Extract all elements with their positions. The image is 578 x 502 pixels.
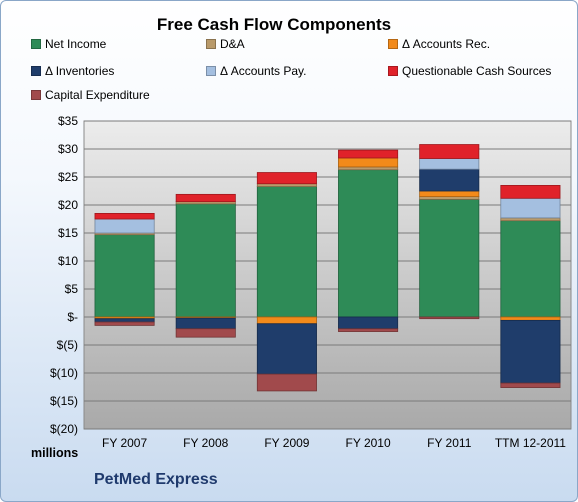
bar-segment [175, 317, 236, 330]
y-axis-label: millions [31, 446, 79, 460]
bar-segment [94, 321, 155, 326]
bar-segment [94, 318, 155, 323]
legend-label: Δ Inventories [45, 64, 115, 78]
bar-segment [175, 328, 236, 338]
bar-segment [419, 168, 480, 192]
bar-segment [500, 184, 561, 199]
y-tick-label: $20 [58, 198, 78, 212]
chart-title: Free Cash Flow Components [156, 15, 392, 34]
y-tick-label: $(10) [50, 366, 78, 380]
legend-swatch [31, 66, 41, 76]
bar-segment [500, 197, 561, 219]
legend-swatch [388, 66, 398, 76]
bar-segment [338, 157, 399, 168]
bar-segment [419, 196, 480, 200]
legend-swatch [31, 90, 41, 100]
bar-segment [175, 193, 236, 203]
x-tick-label: FY 2007 [102, 436, 147, 450]
bar-segment [338, 169, 399, 318]
legend-item: Δ Accounts Pay. [206, 64, 307, 78]
y-tick-label: $(15) [50, 394, 78, 408]
bar-segment [256, 373, 317, 392]
bar-segment [419, 158, 480, 170]
x-tick-label: TTM 12-2011 [495, 436, 566, 450]
legend-label: Capital Expenditure [45, 88, 150, 102]
chart-legend: Net Income D&A Δ Accounts Rec. Δ Inventorie… [1, 37, 577, 109]
bar-segment [175, 203, 236, 318]
legend-label: Δ Accounts Pay. [220, 64, 307, 78]
legend-label: D&A [220, 37, 245, 51]
bar-segment [500, 217, 561, 222]
y-tick-label: $15 [58, 226, 78, 240]
legend-swatch [388, 39, 398, 49]
bar-segment [94, 212, 155, 220]
bar-segment [419, 190, 480, 197]
x-tick-label: FY 2008 [183, 436, 228, 450]
bar-segment [256, 172, 317, 185]
y-tick-label: $- [67, 310, 78, 324]
legend-item: Δ Inventories [31, 64, 114, 78]
bar-segment [94, 218, 155, 234]
y-tick-label: $35 [58, 114, 78, 128]
legend-swatch [206, 66, 216, 76]
bar-segment [256, 316, 317, 325]
plot-area [83, 120, 572, 430]
legend-item: D&A [206, 37, 245, 51]
x-tick-label: FY 2010 [346, 436, 391, 450]
legend-swatch [206, 39, 216, 49]
bar-segment [338, 328, 399, 332]
y-tick-label: $(5) [57, 338, 78, 352]
bar-segment [256, 186, 317, 318]
bar-segment [419, 144, 480, 159]
bar-segment [338, 149, 399, 159]
y-tick-label: $25 [58, 170, 78, 184]
legend-label: Net Income [45, 37, 107, 51]
legend-label: Questionable Cash Sources [402, 64, 552, 78]
bar-segment [500, 316, 561, 321]
bar-segment [419, 198, 480, 318]
bar-segment [338, 316, 399, 330]
bar-segment [94, 234, 155, 318]
legend-item: Capital Expenditure [31, 88, 150, 102]
bar-segment [500, 319, 561, 384]
y-tick-label: $10 [58, 254, 78, 268]
bar-segment [256, 183, 317, 187]
y-tick-label: $5 [65, 282, 79, 296]
bar-segment [500, 382, 561, 388]
bar-segment [338, 166, 399, 171]
legend-item: Δ Accounts Rec. [388, 37, 490, 51]
bar-segment [500, 220, 561, 318]
legend-label: Δ Accounts Rec. [402, 37, 491, 51]
y-tick-label: $(20) [50, 422, 78, 436]
y-tick-label: $30 [58, 142, 78, 156]
legend-item: Net Income [31, 37, 106, 51]
x-tick-label: FY 2009 [264, 436, 309, 450]
legend-item: Questionable Cash Sources [388, 64, 551, 78]
bar-segment [256, 323, 317, 375]
company-name: PetMed Express [94, 471, 218, 488]
legend-swatch [31, 39, 41, 49]
x-tick-label: FY 2011 [427, 436, 472, 450]
bar-segment [419, 316, 480, 320]
